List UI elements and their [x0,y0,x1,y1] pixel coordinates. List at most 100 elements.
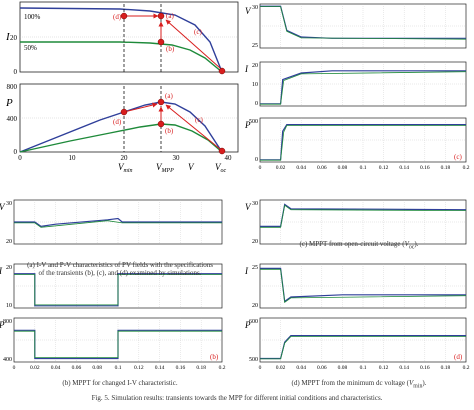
panel_c-xtick: 0 [259,165,262,171]
panel_b-xtick: 0.14 [155,365,165,371]
panel_d-xtick: 0.08 [338,365,348,371]
panel_b-xtick: 0.04 [51,365,61,371]
panel_c-xtick: 0.08 [338,165,348,171]
pv-xtick: 30 [173,154,181,162]
caption-c-sub: oc [408,244,415,251]
caption-a-line2: of the transients (b), (c), and (d) exam… [38,269,202,277]
figure-caption: Fig. 5. Simulation results: transients t… [91,394,383,402]
pv-marker-d: (d) [113,118,122,126]
pv-point-a [157,98,165,106]
iv-point-d [120,12,128,20]
panel_c-ytick: 0 [255,157,258,163]
panel_c-ytick: 0 [255,101,258,107]
panel_b-xtick: 0.12 [134,365,144,371]
caption-a: (a) I-V and P-V characteristics of PV fi… [0,261,240,277]
iv-marker-c: (c) [194,28,202,36]
pv-point-b [157,120,165,128]
panel_d-xtick: 0.2 [463,365,470,371]
caption-c-var: V [404,240,409,248]
panel_c-ytick: 20 [252,63,258,69]
panel_c-label: V [245,6,252,16]
panel_b-ytick: 20 [6,239,12,245]
pv-point-d [120,108,128,116]
panel_d-label: V [245,202,252,212]
panel_b-xtick: 0.1 [115,365,122,371]
panel-a: I 20 0 100% 50% (d) (a) (b) (c) P [5,1,239,174]
panel_d-xtick: 0 [259,365,262,371]
pv-marker-b: (b) [165,127,174,135]
pv-marker-a: (a) [165,92,173,100]
panel_c-xtick: 0.18 [441,165,451,171]
pv-xtick: 10 [69,154,77,162]
panel-b: V3020I2010P80040000.020.040.060.080.10.1… [0,199,226,371]
iv-label-50: 50% [24,44,37,52]
pv-xtick: 20 [121,154,129,162]
panel_c-ytick: 25 [252,43,258,49]
panel_c-xtick: 0.16 [420,165,430,171]
panel_c-trace [260,125,466,161]
pv-ylabel: P [5,97,13,109]
panel_b-trace [14,273,222,307]
panel_c-ytick: 10 [252,82,258,88]
panel_c-xtick: 0.02 [276,165,286,171]
panel_b-ytick: 400 [3,357,12,363]
pv-arrow-d [123,102,158,113]
caption-c: (c) MPPT from open-circuit voltage (Voc)… [244,240,474,251]
pv-axis-note: Vmin [118,162,133,174]
pv-ytick-400: 400 [7,115,18,123]
caption-b: (b) MPPT for changed I-V characteristic. [62,379,178,387]
panel_c-xtick: 0.04 [296,165,306,171]
panel_d-ytick: 25 [252,265,258,271]
panel_b-xtick: 0.2 [219,365,226,371]
pv-axis-note: V [188,162,195,172]
panel_b-xtick: 0.08 [92,365,102,371]
caption-c-prefix: (c) MPPT from open-circuit voltage ( [299,240,405,248]
iv-point-b [157,38,165,46]
pv-axis-notes: Vmin VMPP V Voc [118,162,227,174]
iv-point-a [157,12,165,20]
panel_b-xtick: 0.02 [30,365,40,371]
pv-point-c [218,147,226,155]
panel_c-label: I [244,64,249,74]
iv-plot: I 20 0 100% 50% (d) (a) (b) (c) [5,1,239,76]
panel_d-xtick: 0.12 [379,365,389,371]
panel_d-ytick: 30 [252,201,258,207]
caption-a-line1: (a) I-V and P-V characteristics of PV fi… [27,261,213,269]
panel_d-trace [260,335,466,360]
panel_b-label: V [0,202,6,212]
panel_b-trace [14,217,222,228]
panel_d-label: P [244,320,251,330]
panel_b-label: I [0,266,3,276]
panel_d-trace [260,267,466,303]
panel_d-label: I [244,266,249,276]
iv-arrow-c [165,19,221,69]
panel_d-ytick: 20 [252,239,258,245]
caption-d-sub: min [413,383,423,390]
panel_b-trace [14,329,222,360]
caption-d-suffix: ). [422,379,427,387]
panel_c-xtick: 0.06 [317,165,327,171]
pv-plot: P 800 400 0 (d) (a) (b) (c) 0 10 20 30 40 Vm… [5,83,239,174]
panel_b-label: P [0,320,5,330]
panel_d-trace [260,336,466,360]
panel_b-xtick: 0.18 [196,365,206,371]
panel_d-xtick: 0.04 [296,365,306,371]
panel_b-tag: (b) [210,353,219,361]
panel_d-trace [260,203,467,227]
panel_d-tag: (d) [454,353,463,361]
caption-d-prefix: (d) MPPT from the minimum dc voltage ( [291,379,410,387]
panel_d-trace [260,268,467,304]
panel_c-xtick: 0.14 [399,165,409,171]
iv-marker-d: (d) [113,13,122,21]
panel_b-xtick: 0 [13,365,16,371]
panel_b-ytick: 10 [6,303,12,309]
panel_d-xtick: 0.14 [399,365,409,371]
caption-d-var: V [409,379,414,387]
panel_d-xtick: 0.1 [360,365,367,371]
panel_d-ytick: 600 [249,319,258,325]
panel_d-xtick: 0.18 [441,365,451,371]
iv-curve-100 [19,7,223,73]
pv-axis-note: VMPP [156,162,174,174]
